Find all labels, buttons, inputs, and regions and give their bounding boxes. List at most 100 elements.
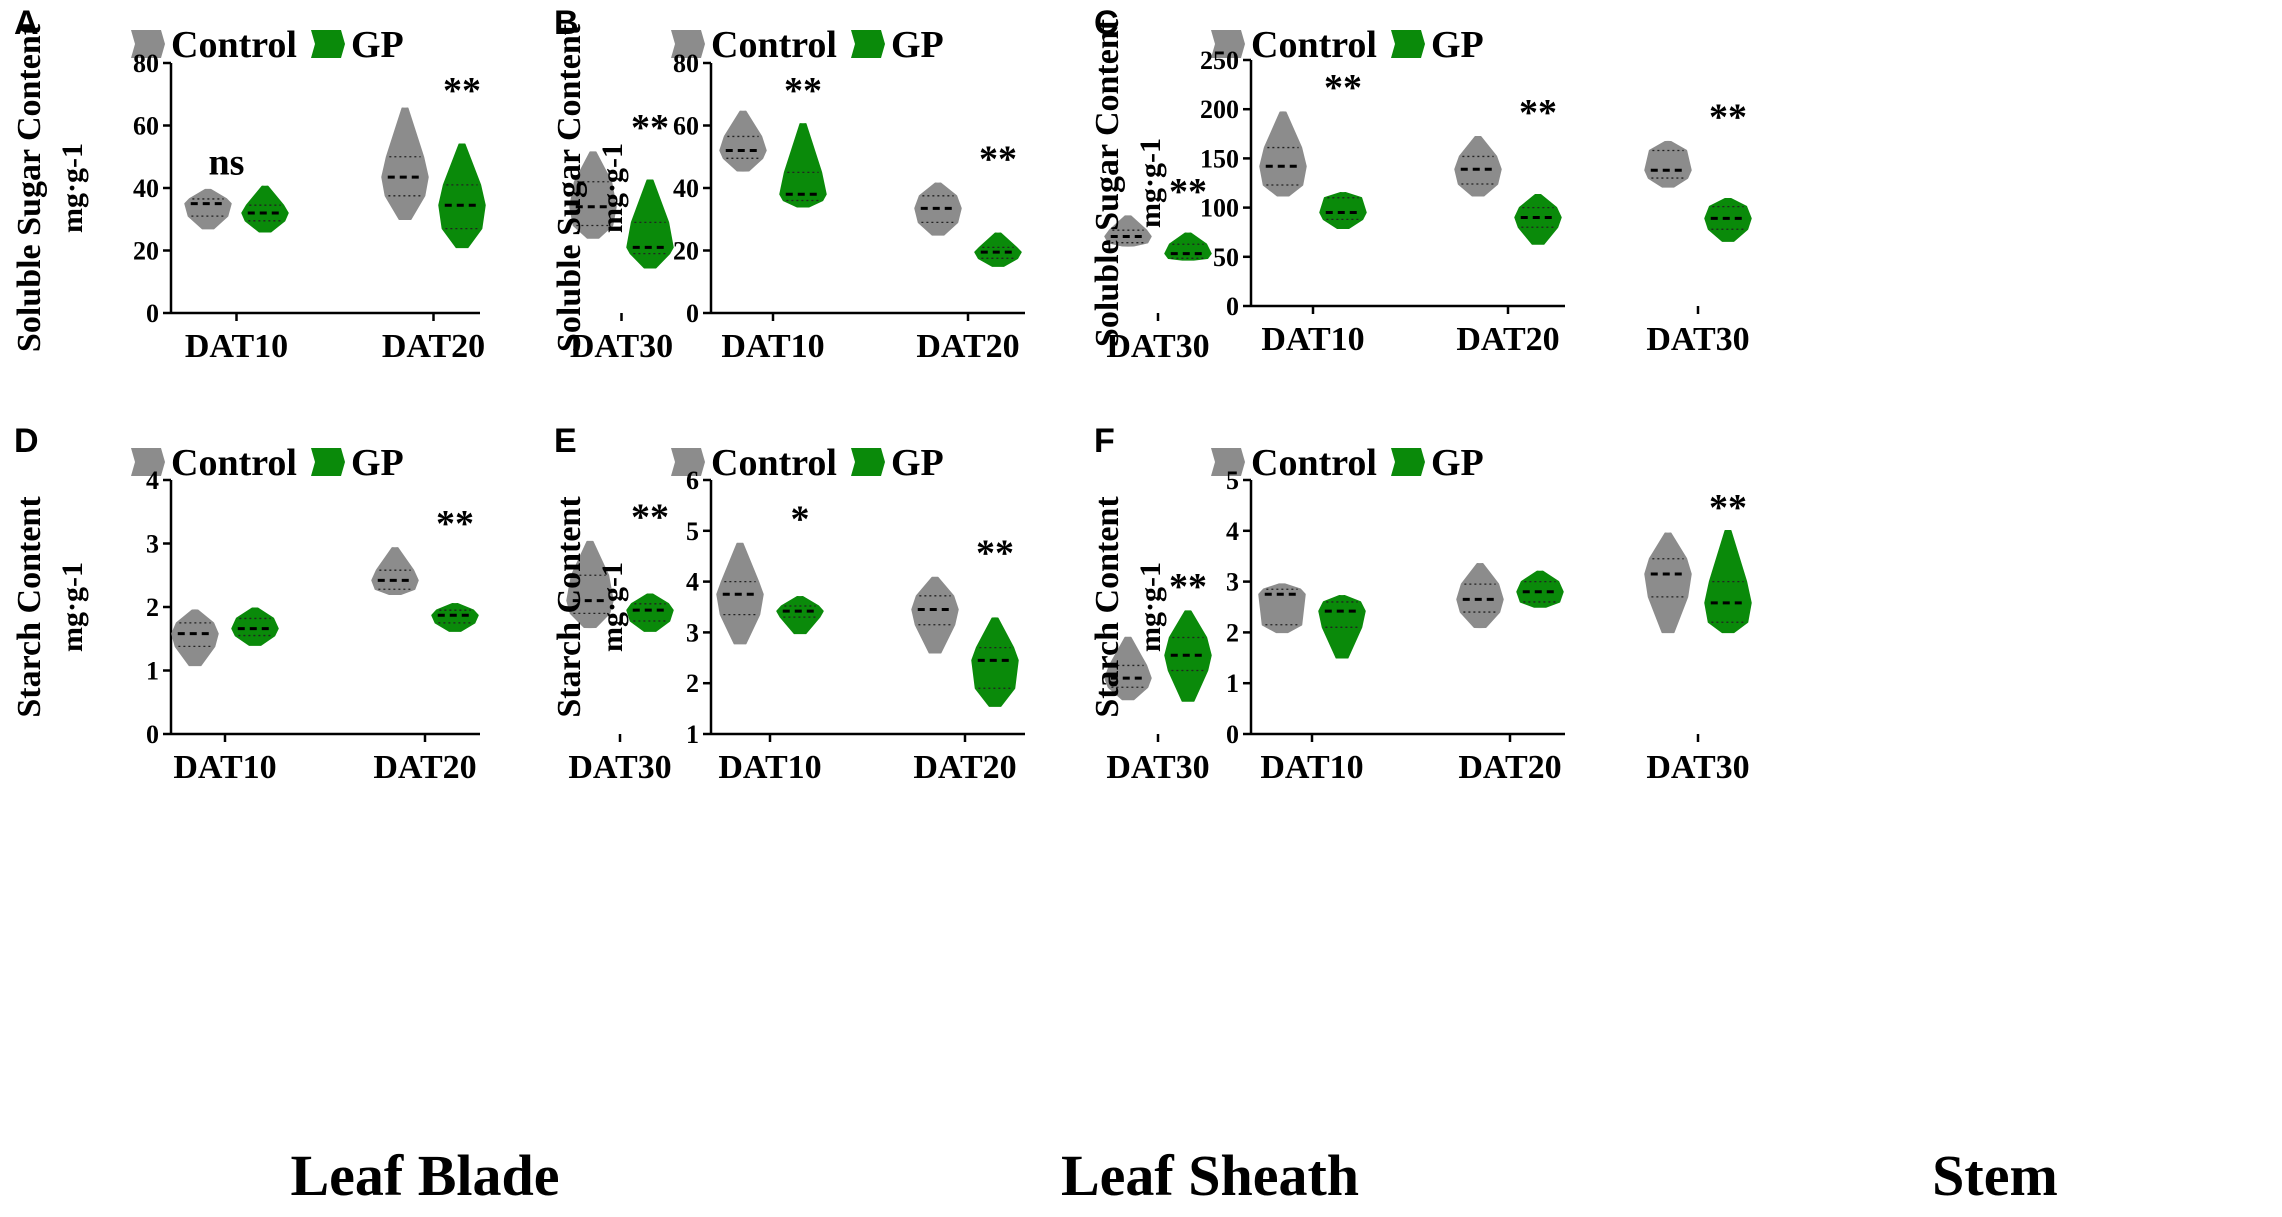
x-tick-label-dat10: DAT10 xyxy=(1260,749,1363,786)
y-tick-label: 0 xyxy=(146,720,159,749)
legend-label-gp: GP xyxy=(1431,24,1484,66)
legend-label-gp: GP xyxy=(891,442,944,484)
significance-dat30: ** xyxy=(1169,171,1207,213)
significance-dat20: ** xyxy=(436,503,474,545)
y-tick-label: 4 xyxy=(686,568,699,597)
y-tick-label: 1 xyxy=(686,720,699,749)
violin-gp-dat10 xyxy=(779,123,827,208)
y-tick-label: 150 xyxy=(1200,144,1239,173)
y-tick-label: 80 xyxy=(673,49,699,78)
legend-swatch-gp xyxy=(1391,30,1425,58)
y-tick-label: 3 xyxy=(1226,568,1239,597)
x-tick-label-dat30: DAT30 xyxy=(1106,749,1209,786)
violin-control-dat10 xyxy=(184,188,232,230)
x-tick-label-dat20: DAT20 xyxy=(916,328,1019,365)
y-axis-label: Starch Content xyxy=(551,496,588,718)
y-axis-unit: mg·g-1 xyxy=(1134,562,1167,652)
y-tick-label: 2 xyxy=(1226,618,1239,647)
x-tick-label-dat10: DAT10 xyxy=(718,749,821,786)
x-tick-label-dat20: DAT20 xyxy=(1458,749,1561,786)
violin-gp-dat20 xyxy=(974,232,1022,267)
column-title-leaf-blade: Leaf Blade xyxy=(290,1143,559,1208)
y-axis-unit: mg·g-1 xyxy=(596,143,629,233)
violin-gp-dat10 xyxy=(241,185,289,233)
legend-swatch-gp xyxy=(851,448,885,476)
y-tick-label: 6 xyxy=(686,466,699,495)
x-tick-label-dat20: DAT20 xyxy=(382,328,485,365)
violin-control-dat30 xyxy=(566,540,614,629)
y-tick-label: 1 xyxy=(1226,669,1239,698)
violin-control-dat10 xyxy=(1258,583,1306,634)
y-axis-label: Soluble Sugar Content xyxy=(1089,18,1126,347)
significance-dat30: ** xyxy=(631,107,669,149)
x-tick-label-dat30: DAT30 xyxy=(1106,328,1209,365)
violin-control-dat30 xyxy=(1104,215,1152,247)
y-tick-label: 250 xyxy=(1200,46,1239,75)
violin-gp-dat20 xyxy=(971,617,1019,707)
panel-letter: C xyxy=(1094,4,1119,42)
column-title-stem: Stem xyxy=(1932,1143,2058,1208)
violin-gp-dat20 xyxy=(438,143,486,249)
y-tick-label: 5 xyxy=(1226,466,1239,495)
y-tick-label: 40 xyxy=(673,174,699,203)
violin-control-dat20 xyxy=(911,576,959,654)
x-tick-label-dat20: DAT20 xyxy=(913,749,1016,786)
violin-gp-dat20 xyxy=(1516,570,1564,608)
panel-letter: E xyxy=(554,422,577,460)
significance-dat30: ** xyxy=(1709,487,1747,529)
significance-dat10: ns xyxy=(209,141,245,183)
legend-swatch-control xyxy=(131,30,165,58)
significance-dat10: * xyxy=(791,499,810,541)
y-tick-label: 3 xyxy=(146,530,159,559)
x-tick-label-dat10: DAT10 xyxy=(1261,321,1364,358)
y-axis-unit: mg·g-1 xyxy=(596,562,629,652)
legend-label-gp: GP xyxy=(891,24,944,66)
legend-swatch-control xyxy=(671,448,705,476)
legend-label-control: Control xyxy=(711,442,837,484)
legend-label-control: Control xyxy=(171,442,297,484)
y-axis-label: Starch Content xyxy=(11,496,48,718)
legend-label-gp: GP xyxy=(351,442,404,484)
violin-control-dat30 xyxy=(1644,140,1692,188)
y-axis-unit: mg·g-1 xyxy=(56,562,89,652)
violin-control-dat20 xyxy=(1456,563,1504,629)
violin-gp-dat30 xyxy=(626,593,674,632)
significance-dat30: ** xyxy=(631,497,669,539)
x-tick-label-dat30: DAT30 xyxy=(568,749,671,786)
significance-dat30: ** xyxy=(1709,97,1747,139)
y-tick-label: 0 xyxy=(1226,720,1239,749)
violin-gp-dat30 xyxy=(1164,232,1212,261)
legend-label-gp: GP xyxy=(1431,442,1484,484)
y-tick-label: 200 xyxy=(1200,95,1239,124)
legend-swatch-gp xyxy=(311,30,345,58)
y-tick-label: 20 xyxy=(673,237,699,266)
x-tick-label-dat20: DAT20 xyxy=(1456,321,1559,358)
significance-dat20: ** xyxy=(1519,92,1557,134)
violin-control-dat20 xyxy=(371,547,419,596)
panel-f: F Control GP Starch Content mg·g-1 0 1 2 3 4 5 DAT1… xyxy=(1089,422,1752,786)
x-tick-label-dat10: DAT10 xyxy=(173,749,276,786)
legend-swatch-gp xyxy=(1391,448,1425,476)
violin-gp-dat20 xyxy=(431,603,479,632)
y-axis-unit: mg·g-1 xyxy=(56,143,89,233)
y-tick-label: 0 xyxy=(146,299,159,328)
y-axis-label: Starch Content xyxy=(1089,496,1126,718)
x-tick-label-dat30: DAT30 xyxy=(1646,321,1749,358)
significance-dat10: ** xyxy=(1324,67,1362,109)
violin-gp-dat10 xyxy=(231,607,279,646)
legend-swatch-control xyxy=(1211,448,1245,476)
column-title-leaf-sheath: Leaf Sheath xyxy=(1061,1143,1359,1208)
y-axis-label: Soluble Sugar Content xyxy=(551,23,588,352)
legend-label-control: Control xyxy=(171,24,297,66)
violin-control-dat20 xyxy=(1454,136,1502,197)
legend-swatch-control xyxy=(131,448,165,476)
violin-gp-dat30 xyxy=(626,179,674,269)
y-tick-label: 1 xyxy=(146,657,159,686)
significance-dat10: ** xyxy=(784,70,822,112)
y-tick-label: 4 xyxy=(1226,517,1239,546)
